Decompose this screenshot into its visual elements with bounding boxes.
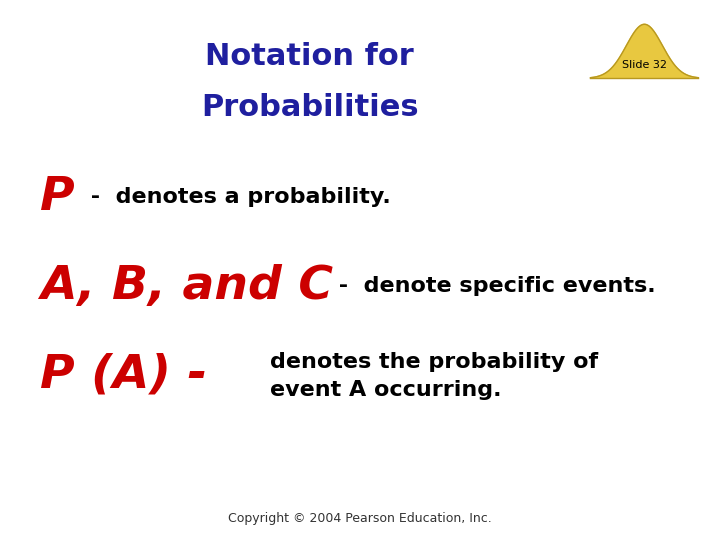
Text: Slide 32: Slide 32 (622, 60, 667, 70)
Text: -  denote specific events.: - denote specific events. (331, 276, 656, 296)
Polygon shape (590, 24, 698, 78)
Text: A, B, and C: A, B, and C (40, 264, 333, 309)
Text: event A occurring.: event A occurring. (270, 380, 502, 400)
Text: Copyright © 2004 Pearson Education, Inc.: Copyright © 2004 Pearson Education, Inc. (228, 512, 492, 525)
Text: Notation for: Notation for (205, 42, 414, 71)
Text: P (A) -: P (A) - (40, 353, 207, 398)
Text: P: P (40, 174, 74, 220)
Text: -  denotes a probability.: - denotes a probability. (83, 187, 390, 207)
Text: denotes the probability of: denotes the probability of (270, 352, 598, 372)
Text: Probabilities: Probabilities (201, 93, 418, 123)
